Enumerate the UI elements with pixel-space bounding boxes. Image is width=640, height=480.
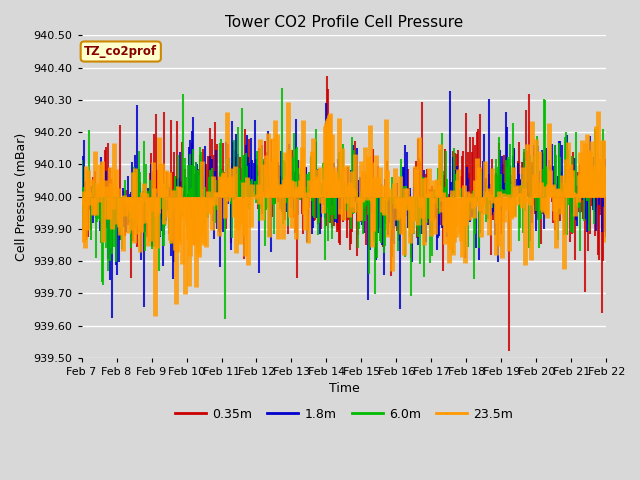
X-axis label: Time: Time (328, 383, 359, 396)
Text: TZ_co2prof: TZ_co2prof (84, 45, 157, 58)
Y-axis label: Cell Pressure (mBar): Cell Pressure (mBar) (15, 132, 28, 261)
Legend: 0.35m, 1.8m, 6.0m, 23.5m: 0.35m, 1.8m, 6.0m, 23.5m (170, 403, 518, 426)
Title: Tower CO2 Profile Cell Pressure: Tower CO2 Profile Cell Pressure (225, 15, 463, 30)
